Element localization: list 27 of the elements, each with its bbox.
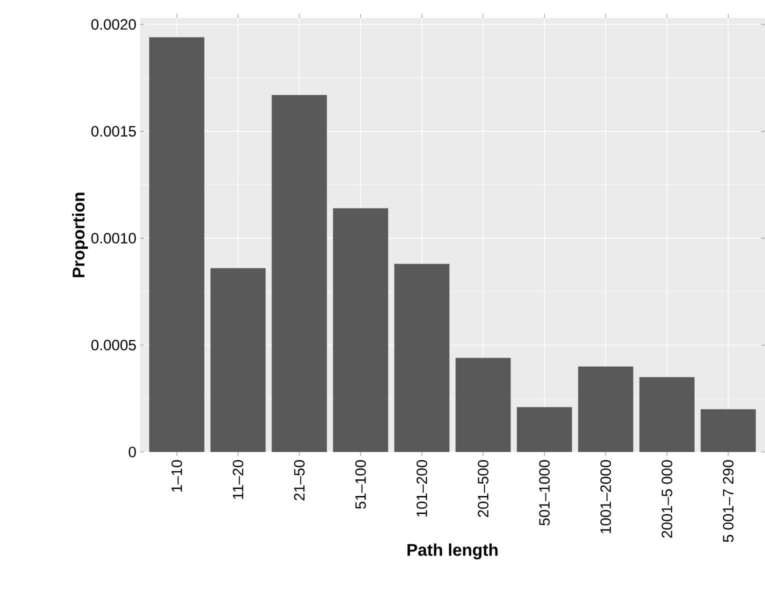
x-tick-label: 1–10 (171, 460, 182, 492)
x-tick-label: 51–100 (355, 460, 366, 509)
x-tick-label: 101–200 (416, 460, 428, 517)
y-axis-title: Proportion (72, 192, 88, 278)
y-tick-label: 0 (128, 446, 136, 458)
bar (210, 268, 266, 452)
y-tick-label: 0.0020 (91, 19, 136, 30)
x-tick-label: 501–1000 (539, 460, 550, 526)
y-tick-label: 0.0015 (91, 126, 136, 137)
x-tick-label: 1001–2000 (600, 460, 611, 534)
bar (394, 264, 450, 452)
bar (700, 409, 756, 452)
bar (578, 366, 634, 452)
bar (272, 94, 327, 452)
bar (639, 377, 695, 452)
x-tick-label: 21–50 (294, 460, 305, 500)
x-tick-label: 201–500 (478, 460, 488, 517)
x-tick-label: 11–20 (232, 460, 244, 499)
bar (149, 37, 204, 452)
bar (333, 208, 388, 452)
x-axis-title: Path length (408, 543, 498, 560)
x-tick-label: 2001–5 000 (662, 460, 672, 538)
y-tick-label: 0.0010 (91, 232, 136, 244)
bar (516, 407, 572, 452)
x-tick-label: 5 001–7 290 (722, 460, 734, 542)
y-tick-label: 0.0005 (91, 340, 136, 350)
bar (456, 358, 511, 452)
